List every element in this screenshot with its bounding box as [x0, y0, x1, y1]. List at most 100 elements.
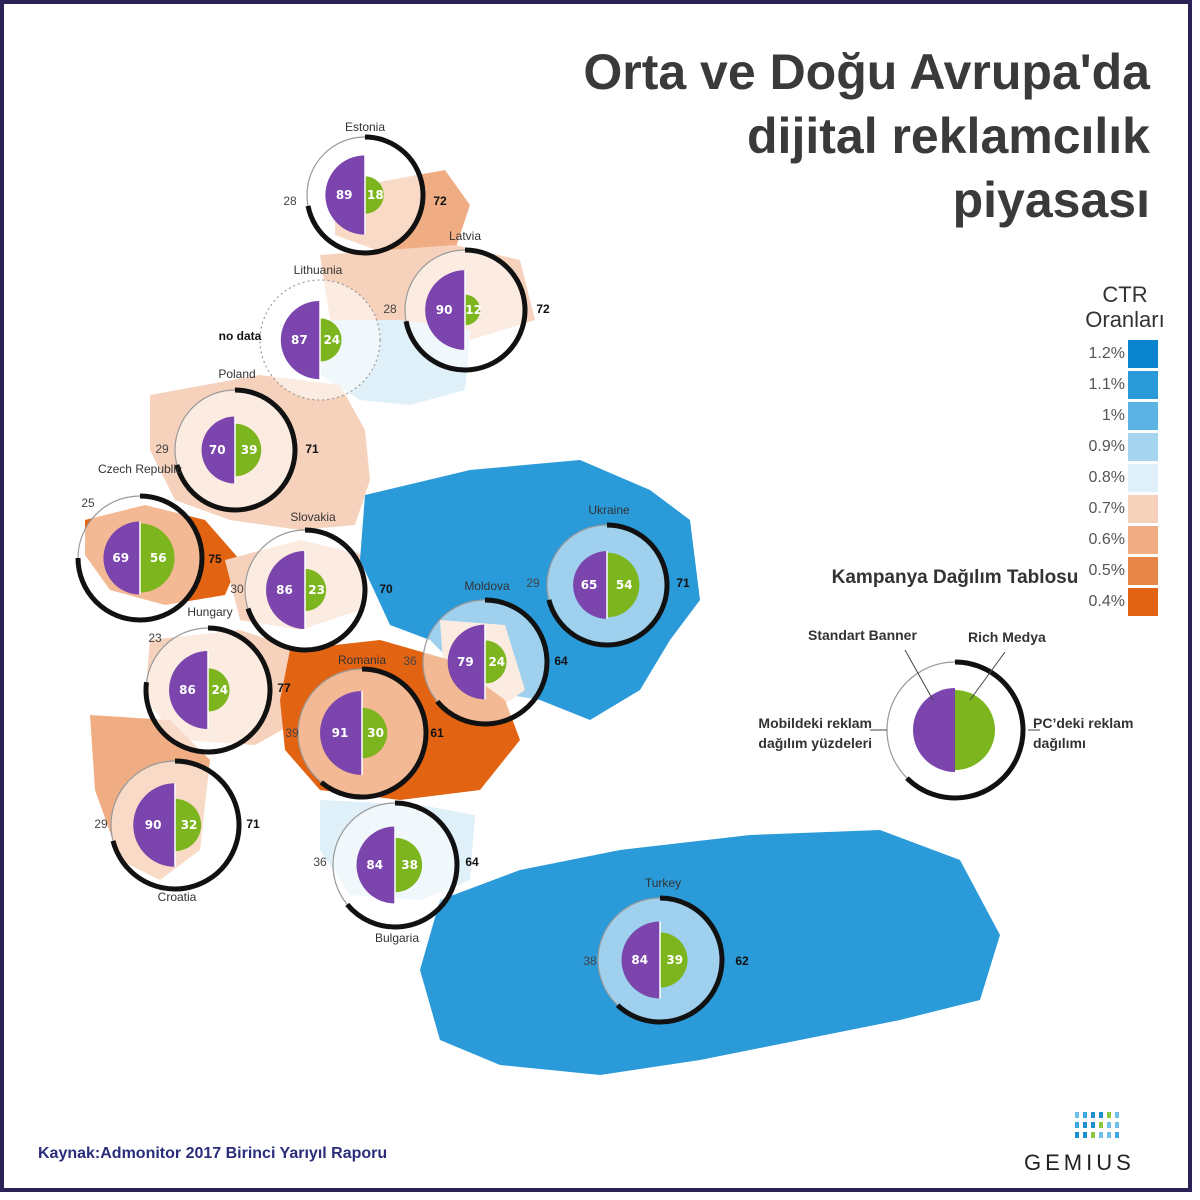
- mobile-share-value: 29: [94, 817, 108, 831]
- standard-banner-half: [573, 551, 607, 619]
- standard-banner-half: [133, 783, 175, 867]
- legend-swatch: [1128, 557, 1158, 585]
- legend-item-label: 0.6%: [1088, 531, 1125, 548]
- pc-arc: [345, 800, 460, 930]
- pc-arc: [546, 522, 670, 648]
- standard-banner-half: [103, 521, 140, 595]
- pc-arc: [75, 493, 205, 623]
- rich-media-half: [320, 318, 342, 362]
- pc-arc: [143, 625, 273, 755]
- mobile-share-value: 36: [403, 654, 417, 668]
- legend-swatch: [1128, 495, 1158, 523]
- mobile-share-value: 25: [81, 496, 95, 510]
- rich-media-half: [140, 523, 175, 593]
- country-name: Croatia: [158, 890, 197, 904]
- rich-media-half: [362, 707, 388, 759]
- mobile-share-value: 28: [283, 194, 297, 208]
- mobile-share-value: 36: [313, 855, 327, 869]
- country-chart: 89 18 Estonia 28 72: [283, 120, 447, 256]
- standard-banner-value: 65: [581, 578, 598, 592]
- pc-share-value: 70: [379, 582, 393, 596]
- pc-arc: [319, 666, 429, 800]
- rich-media-value: 30: [367, 726, 384, 740]
- pc-share-value: 61: [430, 726, 444, 740]
- standard-banner-half: [325, 155, 365, 235]
- pc-share-value: 75: [208, 552, 222, 566]
- pc-share-value: 64: [554, 654, 568, 668]
- pc-share-value: 77: [277, 681, 291, 695]
- legend-swatch: [1128, 526, 1158, 554]
- country-name: Hungary: [187, 605, 232, 619]
- standard-banner-value: 90: [145, 818, 162, 832]
- rich-media-value: 24: [488, 655, 505, 669]
- rich-media-value: 38: [401, 858, 418, 872]
- rich-media-half: [235, 423, 262, 477]
- pc-share-value: 72: [433, 194, 447, 208]
- rich-media-half: [465, 294, 481, 326]
- legend-title: CTR Oranları: [1085, 282, 1165, 332]
- pc-arc: [245, 527, 368, 653]
- key-pc-arc: [905, 659, 1026, 801]
- standard-banner-value: 90: [436, 303, 453, 317]
- standard-banner-half: [320, 691, 362, 775]
- mobile-share-value: 38: [583, 954, 597, 968]
- country-chart: 79 24 Moldova 36 64: [403, 579, 568, 727]
- legend-item: 0.4%: [1075, 588, 1175, 619]
- key-pointer-rich: [969, 651, 1006, 701]
- key-rich-media-label: Rich Medya: [968, 629, 1046, 645]
- key-rich-media-half: [955, 690, 995, 770]
- rich-media-half: [395, 837, 423, 893]
- legend-item: 1%: [1075, 402, 1175, 433]
- rich-media-half: [365, 176, 384, 214]
- pc-share-value: 71: [305, 442, 319, 456]
- mobile-share-value: 28: [383, 302, 397, 316]
- key-mobile-label: Mobildeki reklam dağılım yüzdeleri: [758, 715, 872, 751]
- standard-banner-half: [201, 416, 235, 484]
- country-chart: 87 24 Lithuania no data: [219, 263, 381, 401]
- rich-media-value: 12: [465, 303, 482, 317]
- country-chart: 84 38 Bulgaria 36 64: [313, 800, 479, 945]
- rich-media-half: [660, 932, 688, 988]
- legend-item-label: 1.1%: [1088, 376, 1125, 393]
- country-name: Czech Republic: [98, 462, 182, 476]
- country-chart: 65 54 Ukraine 29 71: [526, 503, 690, 648]
- country-name: Latvia: [449, 229, 481, 243]
- standard-banner-value: 87: [291, 333, 308, 347]
- pc-share-value: 71: [676, 576, 690, 590]
- ctr-legend: 1.2% 1.1% 1% 0.9% 0.8% 0.7% 0.6% 0.5% 0.4%: [1075, 340, 1175, 619]
- page-title: Orta ve Doğu Avrupa'da dijital reklamcıl…: [583, 44, 1150, 228]
- key-standard-banner-half: [913, 688, 955, 772]
- pc-arc: [305, 134, 426, 256]
- country-chart: 86 24 Hungary 23 77: [143, 605, 291, 755]
- legend-swatch: [1128, 433, 1158, 461]
- country-name: Romania: [338, 653, 386, 667]
- key-pc-label: PC’deki reklam dağılımı: [1033, 715, 1134, 751]
- country-chart: 86 23 Slovakia 30 70: [230, 510, 393, 653]
- pc-arc: [615, 895, 725, 1025]
- brand-logo-icon: [1075, 1112, 1119, 1138]
- standard-banner-value: 70: [209, 443, 226, 457]
- key-chart: [870, 649, 1040, 801]
- pc-share-value: 71: [246, 817, 260, 831]
- pc-arc: [403, 247, 528, 373]
- brand-name: GEMIUS: [1024, 1150, 1135, 1175]
- mobile-share-value: 29: [155, 442, 169, 456]
- country-charts: 89 18 Estonia 28 72 90 12 Latvia 28 72 87 24 Lithuan…: [75, 120, 749, 1025]
- standard-banner-value: 69: [112, 551, 129, 565]
- country-name: Bulgaria: [375, 931, 419, 945]
- legend-item: 0.5%: [1075, 557, 1175, 588]
- mobile-share-value: 30: [230, 582, 244, 596]
- rich-media-value: 18: [367, 188, 384, 202]
- rich-media-half: [485, 640, 507, 684]
- key-title: Kampanya Dağılım Tablosu: [831, 567, 1079, 588]
- country-name: Lithuania: [294, 263, 343, 277]
- standard-banner-value: 84: [366, 858, 383, 872]
- rich-media-value: 23: [308, 583, 325, 597]
- country-name: Turkey: [645, 876, 681, 890]
- country-chart: 69 56 Czech Republic 25 75: [75, 462, 222, 623]
- rich-media-value: 39: [241, 443, 258, 457]
- country-name: Poland: [218, 367, 255, 381]
- legend-item: 0.6%: [1075, 526, 1175, 557]
- standard-banner-value: 89: [336, 188, 353, 202]
